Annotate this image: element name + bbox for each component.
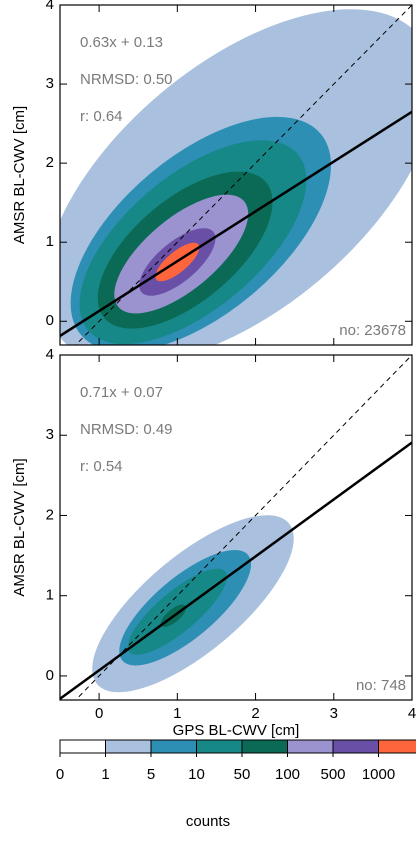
- y-tick-label: 3: [46, 75, 54, 92]
- colorbar-label: 50: [234, 766, 251, 783]
- plot-frame: [59, 354, 413, 701]
- r-annotation: r: 0.64: [80, 108, 123, 125]
- fit-line: [60, 110, 412, 337]
- colorbar-label: 100: [275, 766, 300, 783]
- plot-area: [60, 5, 412, 345]
- colorbar-segment: [241, 739, 288, 754]
- y-axis-label: AMSR BL-CWV [cm]: [11, 106, 28, 244]
- colorbar-segment: [196, 739, 243, 754]
- y-tick-label: 2: [46, 506, 54, 523]
- x-tick-label: 0: [95, 705, 103, 722]
- colorbar-label: 5: [147, 766, 155, 783]
- x-tick-label: 1: [173, 705, 181, 722]
- y-tick-label: 0: [46, 312, 54, 329]
- colorbar-title: counts: [186, 813, 230, 830]
- colorbar-segment: [332, 739, 379, 754]
- y-tick-label: 4: [46, 0, 54, 13]
- colorbar-segment: [105, 739, 152, 754]
- colorbar-segment: [150, 739, 197, 754]
- y-tick-label: 4: [46, 346, 54, 363]
- count-annotation: no: 748: [356, 677, 406, 694]
- plot-frame: [59, 4, 413, 346]
- colorbar-segment: [59, 739, 106, 754]
- y-tick-label: 1: [46, 587, 54, 604]
- x-tick-label: 2: [251, 705, 259, 722]
- x-tick-label: 4: [408, 705, 416, 722]
- fit-line: [60, 441, 412, 700]
- one-to-one-line: [74, 5, 412, 345]
- y-tick-label: 1: [46, 233, 54, 250]
- x-axis-label: GPS BL-CWV [cm]: [173, 722, 300, 739]
- colorbar-segment: [378, 739, 416, 754]
- fit-annotation: 0.63x + 0.13: [80, 34, 163, 51]
- y-tick-label: 3: [46, 426, 54, 443]
- colorbar-segment: [287, 739, 334, 754]
- colorbar-label: 1: [101, 766, 109, 783]
- fit-annotation: 0.71x + 0.07: [80, 384, 163, 401]
- colorbar-label: 500: [320, 766, 345, 783]
- colorbar-label: 10: [188, 766, 205, 783]
- plot-area: [60, 355, 412, 700]
- count-annotation: no: 23678: [339, 322, 406, 339]
- nrmsd-annotation: NRMSD: 0.49: [80, 421, 173, 438]
- y-tick-label: 0: [46, 667, 54, 684]
- r-annotation: r: 0.54: [80, 458, 123, 475]
- nrmsd-annotation: NRMSD: 0.50: [80, 71, 173, 88]
- x-tick-label: 3: [330, 705, 338, 722]
- y-axis-label: AMSR BL-CWV [cm]: [11, 458, 28, 596]
- colorbar-label: 1000: [362, 766, 395, 783]
- colorbar-label: 0: [56, 766, 64, 783]
- y-tick-label: 2: [46, 154, 54, 171]
